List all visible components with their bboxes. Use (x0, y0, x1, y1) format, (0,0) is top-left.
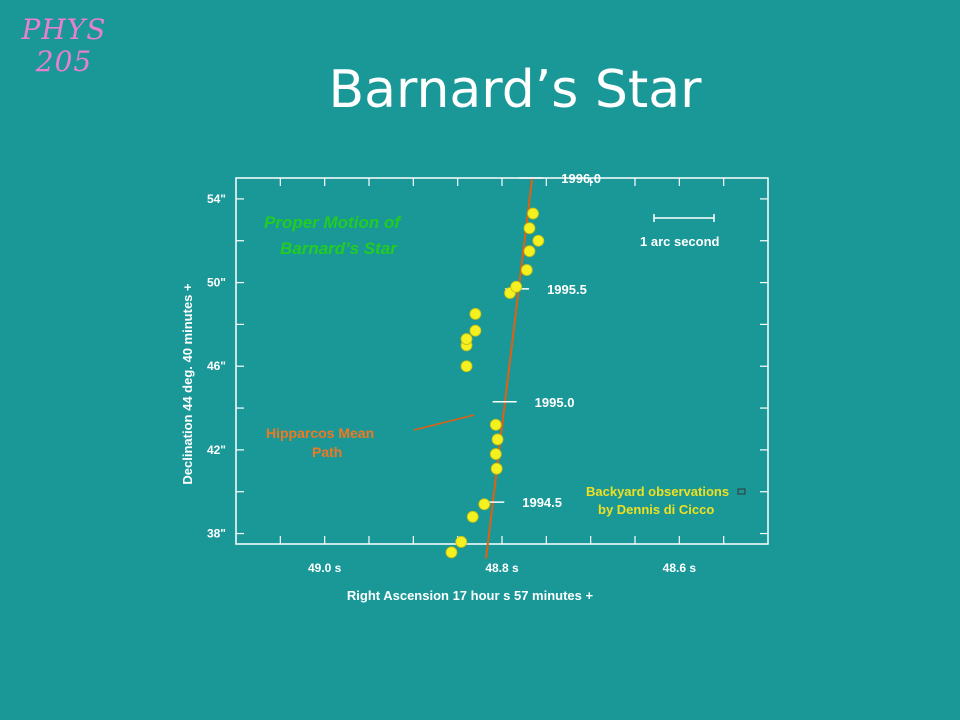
mean-path-label-line-2: Path (312, 444, 342, 460)
chart-title-line-1: Proper Motion of (264, 213, 402, 232)
credit-line-2: by Dennis di Cicco (598, 502, 714, 517)
y-tick-label: 46" (207, 359, 226, 373)
axis-ticks (236, 178, 768, 544)
observation-point (523, 245, 536, 258)
scale-bar-label: 1 arc second (640, 234, 720, 249)
mean-path-label-line-1: Hipparcos Mean (266, 425, 374, 441)
observation-point (455, 536, 468, 548)
observation-points (445, 207, 545, 559)
credit-marker (737, 488, 746, 495)
slide-title: Barnard’s Star (328, 60, 702, 120)
course-tag-line-2: 205 (35, 45, 93, 78)
y-tick-label: 42" (207, 443, 226, 457)
y-tick-label: 50" (207, 276, 226, 290)
x-axis-label: Right Ascension 17 hour s 57 minutes + (347, 588, 594, 603)
epoch-label: 1995.0 (535, 395, 575, 410)
x-tick-label: 48.6 s (663, 561, 697, 575)
observation-point (478, 498, 491, 511)
observation-point (460, 333, 473, 345)
mean-path-pointer (413, 414, 475, 431)
observation-point (489, 418, 502, 431)
observation-point (491, 433, 504, 446)
observation-point (510, 280, 523, 293)
observation-point (466, 510, 479, 523)
y-tick-label: 38" (207, 527, 226, 541)
y-tick-label: 54" (207, 192, 226, 206)
course-tag: PHYS 205 (12, 14, 116, 78)
observation-point (469, 324, 482, 337)
observation-point (527, 207, 539, 220)
credit-line-1: Backyard observations (586, 484, 729, 499)
observation-point (490, 462, 503, 475)
scale-bar (653, 214, 715, 222)
y-axis-label: Declination 44 deg. 40 minutes + (180, 283, 195, 485)
observation-point (520, 264, 533, 276)
observation-point (489, 448, 502, 460)
course-tag-line-1: PHYS (21, 13, 107, 46)
chart-title-line-2: Barnard’s Star (280, 239, 398, 258)
observation-point (460, 360, 473, 373)
epoch-label: 1995.5 (547, 282, 587, 297)
epoch-label: 1994.5 (522, 495, 562, 510)
observation-point (445, 546, 458, 559)
mean-path-line (485, 177, 534, 559)
epoch-markers: 1994.5 1995.0 1995.5 1996.0 (480, 171, 601, 510)
observation-point (469, 308, 482, 320)
x-tick-label: 48.8 s (485, 561, 519, 575)
x-tick-label: 49.0 s (308, 561, 342, 575)
observation-point (532, 234, 545, 247)
observation-point (523, 222, 536, 235)
epoch-label: 1996.0 (561, 171, 601, 186)
axis-tick-labels: 38" 42" 46" 50" 54" 49.0 s 48.8 s 48.6 s (207, 192, 696, 575)
